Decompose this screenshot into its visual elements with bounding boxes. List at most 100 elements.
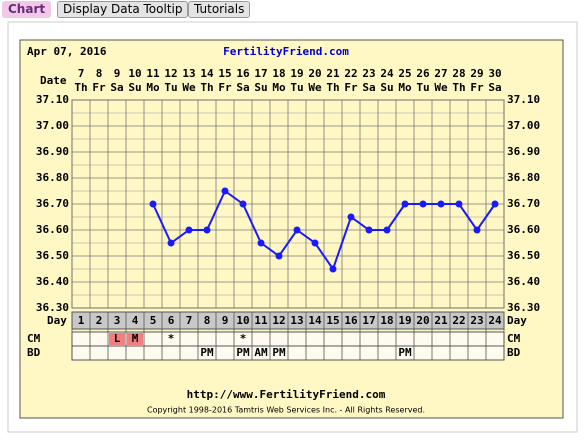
- tab[interactable]: Display Data Tooltip: [57, 1, 189, 18]
- cm-highlight: [127, 333, 143, 345]
- y-tick-label: 36.50: [36, 249, 69, 262]
- x-tick-label: 28: [452, 67, 465, 80]
- row-label: CM: [507, 332, 521, 345]
- weekday-label: We: [182, 81, 196, 94]
- temperature-point: [185, 226, 193, 234]
- cycle-day-label: 24: [488, 314, 502, 327]
- tab[interactable]: Tutorials: [188, 1, 251, 18]
- temperature-point: [311, 239, 319, 247]
- temperature-point: [257, 239, 265, 247]
- cycle-day-label: 15: [326, 314, 339, 327]
- temperature-point: [347, 213, 355, 221]
- x-tick-label: 15: [218, 67, 231, 80]
- x-tick-label: 26: [416, 67, 430, 80]
- tab[interactable]: Chart: [2, 1, 52, 18]
- y-tick-label: 36.80: [36, 171, 69, 184]
- temperature-point: [365, 226, 373, 234]
- y-tick-label: 36.40: [507, 275, 540, 288]
- x-tick-label: 17: [254, 67, 267, 80]
- cm-highlight: [109, 333, 125, 345]
- weekday-label: Th: [326, 81, 339, 94]
- cycle-day-label: 16: [344, 314, 358, 327]
- weekday-label: Fr: [344, 81, 358, 94]
- weekday-label: Sa: [236, 81, 249, 94]
- weekday-label: Mo: [272, 81, 286, 94]
- cycle-day-label: 8: [204, 314, 211, 327]
- x-tick-label: 10: [128, 67, 141, 80]
- weekday-label: Su: [380, 81, 393, 94]
- x-tick-label: 29: [470, 67, 483, 80]
- row-label: Day: [47, 314, 67, 327]
- y-tick-label: 36.30: [36, 301, 69, 314]
- temperature-point: [383, 226, 391, 234]
- copyright: Copyright 1998-2016 Tamtris Web Services…: [147, 406, 425, 415]
- x-tick-label: 23: [362, 67, 375, 80]
- temperature-point: [401, 200, 409, 208]
- y-tick-label: 36.70: [507, 197, 540, 210]
- temperature-point: [455, 200, 463, 208]
- cycle-day-label: 19: [398, 314, 411, 327]
- cycle-day-label: 22: [452, 314, 465, 327]
- weekday-label: Tu: [164, 81, 177, 94]
- x-tick-label: 21: [326, 67, 340, 80]
- x-tick-label: 8: [96, 67, 103, 80]
- x-tick-label: 14: [200, 67, 214, 80]
- weekday-label: Th: [452, 81, 465, 94]
- x-tick-label: 7: [78, 67, 85, 80]
- weekday-label: Sa: [362, 81, 375, 94]
- weekday-label: Su: [128, 81, 141, 94]
- cycle-day-label: 23: [470, 314, 483, 327]
- y-tick-label: 36.50: [507, 249, 540, 262]
- x-tick-label: 22: [344, 67, 357, 80]
- temperature-point: [473, 226, 481, 234]
- y-tick-label: 36.60: [507, 223, 540, 236]
- bd-label: PM: [272, 346, 286, 359]
- y-tick-label: 37.00: [36, 119, 69, 132]
- y-tick-label: 37.10: [507, 93, 540, 106]
- y-tick-label: 36.60: [36, 223, 69, 236]
- weekday-label: We: [434, 81, 448, 94]
- cycle-day-label: 5: [150, 314, 157, 327]
- temperature-point: [275, 252, 283, 260]
- cycle-day-label: 1: [78, 314, 85, 327]
- temperature-point: [221, 187, 229, 195]
- y-tick-label: 36.30: [507, 301, 540, 314]
- cm-label: M: [132, 332, 139, 345]
- cycle-day-label: 9: [222, 314, 229, 327]
- cycle-day-label: 17: [362, 314, 375, 327]
- weekday-label: Fr: [92, 81, 106, 94]
- weekday-label: Sa: [488, 81, 501, 94]
- cycle-day-label: 4: [132, 314, 139, 327]
- row-label: Date: [40, 74, 67, 87]
- temperature-point: [491, 200, 499, 208]
- cm-label: *: [168, 332, 175, 345]
- cycle-day-label: 3: [114, 314, 121, 327]
- row-label: BD: [507, 346, 521, 359]
- weekday-label: Sa: [110, 81, 123, 94]
- footer-url: http://www.FertilityFriend.com: [187, 388, 386, 401]
- x-tick-label: 12: [164, 67, 177, 80]
- weekday-label: Th: [200, 81, 213, 94]
- weekday-label: Fr: [470, 81, 484, 94]
- x-tick-label: 30: [488, 67, 501, 80]
- weekday-label: We: [308, 81, 322, 94]
- y-tick-label: 36.40: [36, 275, 69, 288]
- cycle-day-label: 10: [236, 314, 249, 327]
- row-label: Day: [507, 314, 527, 327]
- temperature-point: [203, 226, 211, 234]
- weekday-label: Mo: [398, 81, 412, 94]
- row-label: CM: [27, 332, 41, 345]
- x-tick-label: 20: [308, 67, 321, 80]
- x-tick-label: 16: [236, 67, 250, 80]
- cycle-day-label: 18: [380, 314, 393, 327]
- weekday-label: Mo: [146, 81, 160, 94]
- weekday-label: Fr: [218, 81, 232, 94]
- y-tick-label: 37.00: [507, 119, 540, 132]
- x-tick-label: 19: [290, 67, 303, 80]
- bd-label: PM: [200, 346, 214, 359]
- cycle-day-label: 21: [434, 314, 448, 327]
- cycle-day-label: 11: [254, 314, 268, 327]
- cycle-day-label: 12: [272, 314, 285, 327]
